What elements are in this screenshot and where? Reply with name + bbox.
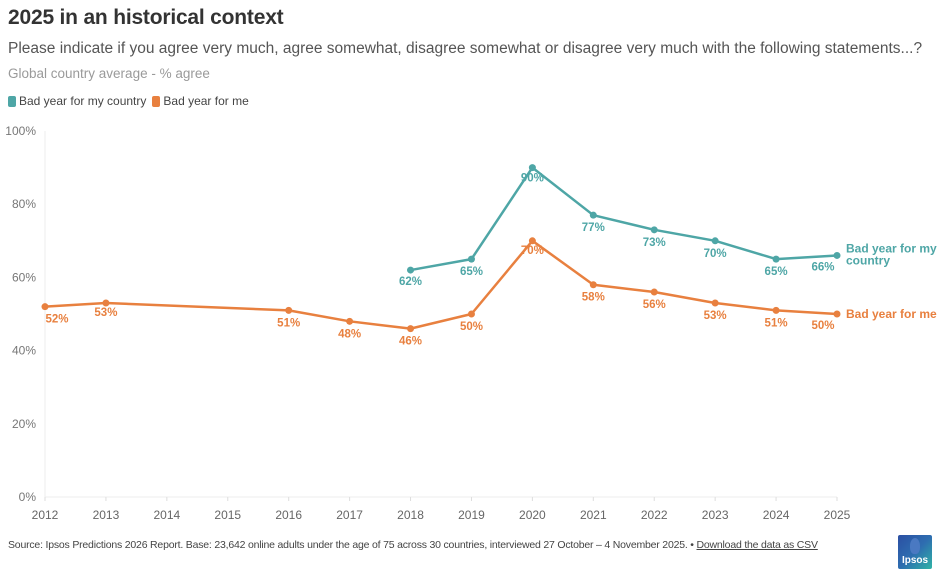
data-label: 53% [94,307,117,319]
data-label: 65% [460,266,483,278]
x-tick-label: 2020 [519,508,546,522]
data-label: 53% [704,310,727,322]
data-point [833,251,841,259]
series-line [410,166,838,272]
x-tick-label: 2016 [275,508,302,522]
data-label: 58% [582,292,605,304]
download-csv-link[interactable]: Download the data as CSV [696,539,818,551]
y-tick-label: 100% [5,124,36,138]
data-point [102,299,110,307]
x-tick-label: 2024 [763,508,790,522]
data-point [711,299,719,307]
series-me: 52% 53% 51% 48% 46% 50% 70% 58% 56% 53% 51% 50% Bad … [41,237,937,348]
x-tick-label: 2013 [93,508,120,522]
data-label: 51% [765,317,788,329]
data-point [772,306,780,314]
legend-label-my-country: Bad year for my country [19,94,147,108]
x-tick-label: 2018 [397,508,424,522]
x-tick-label: 2023 [702,508,729,522]
data-label: 50% [460,321,483,333]
x-tick-label: 2021 [580,508,607,522]
source-text: Source: Ipsos Predictions 2026 Report. B… [8,539,697,551]
data-point [41,303,49,311]
data-point [772,255,780,263]
y-tick-label: 40% [12,344,36,358]
data-label: 46% [399,336,422,348]
data-point [346,317,354,325]
data-point [589,211,597,219]
x-tick-label: 2015 [214,508,241,522]
data-label: 70% [521,245,544,257]
data-point [467,310,475,318]
series-end-label: Bad year for my [846,241,937,255]
x-tick-label: 2017 [336,508,363,522]
y-tick-label: 0% [19,490,37,504]
series-line [44,239,838,330]
data-point [528,164,536,172]
data-point [650,226,658,234]
data-point [285,306,293,314]
data-label: 56% [643,299,666,311]
data-label: 70% [704,248,727,260]
data-label: 66% [811,261,834,273]
data-label: 50% [811,320,834,332]
data-point [650,288,658,296]
legend-item-my-country[interactable]: Bad year for my country [8,94,146,108]
data-point [711,237,719,245]
data-label: 51% [277,317,300,329]
data-label: 77% [582,222,605,234]
data-label: 90% [521,173,544,185]
x-tick-label: 2019 [458,508,485,522]
chart-description: Global country average - % agree [8,66,210,81]
chart-title: 2025 in an historical context [8,6,284,29]
x-tick-label: 2022 [641,508,668,522]
data-point [833,310,841,318]
data-point [407,325,415,333]
logo-head-icon [910,538,920,554]
y-tick-label: 80% [12,197,36,211]
axes: 0% 20% 40% 60% 80% 100% 2012 2013 2014 2015 2016 20… [5,124,850,522]
x-tick-label: 2012 [32,508,59,522]
y-tick-label: 20% [12,417,36,431]
x-tick-label: 2014 [153,508,180,522]
x-tick-label: 2025 [824,508,851,522]
data-label: 48% [338,328,361,340]
ipsos-logo: Ipsos [898,535,932,569]
legend-item-me[interactable]: Bad year for me [152,94,249,108]
legend: Bad year for my country Bad year for me [8,94,249,108]
legend-swatch-my-country [8,95,16,107]
series-end-label: country [846,253,890,267]
data-point [407,266,415,274]
line-chart: 0% 20% 40% 60% 80% 100% 2012 2013 2014 2015 2016 20… [5,124,937,522]
data-label: 65% [765,266,788,278]
data-label: 62% [399,276,422,288]
data-point [528,237,536,245]
data-label: 73% [643,237,666,249]
chart-subtitle: Please indicate if you agree very much, … [8,40,923,57]
y-tick-label: 60% [12,270,36,284]
footer-source: Source: Ipsos Predictions 2026 Report. B… [8,539,848,552]
logo-label: Ipsos [901,555,929,566]
data-point [467,255,475,263]
legend-label-me: Bad year for me [163,94,249,108]
data-label: 52% [45,314,68,326]
series-end-label: Bad year for me [846,307,937,321]
series-my-country: 62% 65% 90% 77% 73% 70% 65% 66% Bad year for myc… [399,164,937,288]
data-point [589,281,597,289]
series-group: 62% 65% 90% 77% 73% 70% 65% 66% Bad year for myc… [41,164,937,348]
legend-swatch-me [152,95,161,107]
